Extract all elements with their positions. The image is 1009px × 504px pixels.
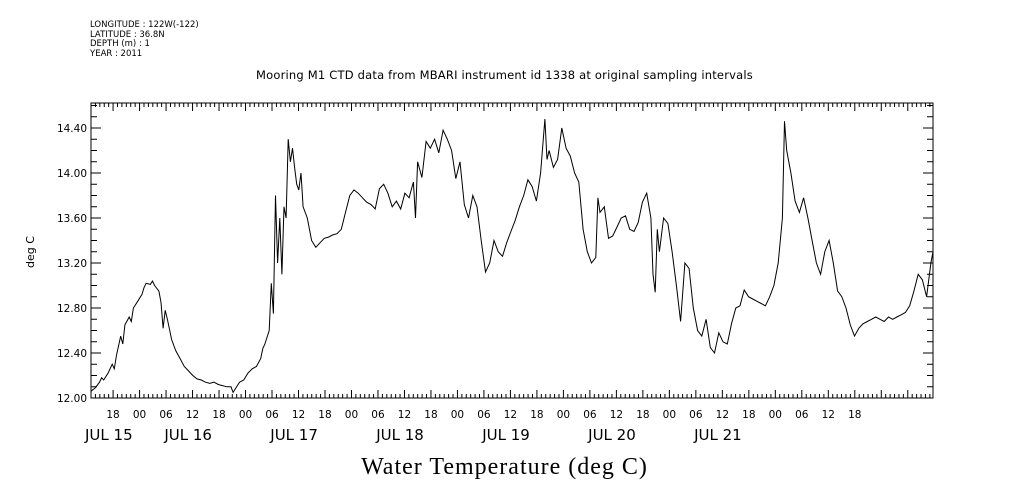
depth-label: DEPTH (m) : 1 <box>90 39 150 50</box>
x-hour-label: 18 <box>530 409 543 421</box>
x-hour-label: 00 <box>451 409 464 421</box>
x-day-label: JUL 19 <box>481 426 530 444</box>
x-hour-label: 12 <box>504 409 517 421</box>
x-day-label: JUL 17 <box>269 426 318 444</box>
x-hour-label: 12 <box>822 409 835 421</box>
latitude-label: LATITUDE : 36.8N <box>90 29 165 40</box>
x-day-label: JUL 20 <box>587 426 636 444</box>
x-hour-label: 06 <box>265 409 279 421</box>
x-hour-label: 12 <box>186 409 199 421</box>
x-hour-label: 12 <box>398 409 411 421</box>
x-hour-label: 18 <box>424 409 437 421</box>
y-tick-label: 12.40 <box>57 348 87 360</box>
y-tick-label: 12.00 <box>57 393 87 405</box>
x-hour-label: 00 <box>663 409 676 421</box>
x-hour-label: 18 <box>318 409 331 421</box>
longitude-label: LONGITUDE : 122W(-122) <box>90 20 199 30</box>
x-hour-label: 00 <box>345 409 358 421</box>
y-axis-label: deg C <box>24 236 37 268</box>
y-axis: 12.00 12.40 12.80 13.20 13.60 14.00 14.40 <box>57 105 933 405</box>
chart-title: Mooring M1 CTD data from MBARI instrumen… <box>256 68 753 82</box>
y-tick-label: 13.60 <box>57 213 87 225</box>
x-day-label: JUL 18 <box>375 426 424 444</box>
x-hour-label: 00 <box>557 409 570 421</box>
station-metadata: LONGITUDE : 122W(-122) LATITUDE : 36.8N … <box>90 20 199 59</box>
x-hour-label: 00 <box>769 409 782 421</box>
x-hour-label: 12 <box>292 409 305 421</box>
plot-frame <box>90 102 934 399</box>
x-hour-label: 06 <box>159 409 173 421</box>
x-hour-label: 18 <box>848 409 861 421</box>
y-tick-label: 14.40 <box>57 123 87 135</box>
x-hour-label: 00 <box>133 409 146 421</box>
x-hour-label: 06 <box>795 409 809 421</box>
x-day-label: JUL 15 <box>84 426 133 444</box>
water-temperature-line <box>90 118 934 394</box>
x-hour-label: 18 <box>742 409 755 421</box>
x-hour-label: 18 <box>212 409 225 421</box>
x-hour-label: 00 <box>239 409 252 421</box>
x-hour-label: 06 <box>583 409 597 421</box>
x-hour-label: 12 <box>716 409 729 421</box>
x-hour-label: 18 <box>636 409 649 421</box>
x-day-label: JUL 21 <box>693 426 742 444</box>
x-day-label: JUL 16 <box>163 426 212 444</box>
x-hour-label: 12 <box>610 409 623 421</box>
y-tick-label: 14.00 <box>57 168 87 180</box>
x-hour-label: 06 <box>371 409 385 421</box>
y-tick-label: 12.80 <box>57 303 87 315</box>
x-axis: 18 00 06 12 18 00 06 12 18 00 06 12 18 00 06 12 18 00 06 12… <box>84 103 931 444</box>
x-hour-label: 06 <box>689 409 703 421</box>
x-hour-label: 06 <box>477 409 491 421</box>
year-label: YEAR : 2011 <box>90 48 143 59</box>
x-hour-label: 18 <box>106 409 119 421</box>
x-axis-title: Water Temperature (deg C) <box>361 454 648 480</box>
y-tick-label: 13.20 <box>57 258 87 270</box>
